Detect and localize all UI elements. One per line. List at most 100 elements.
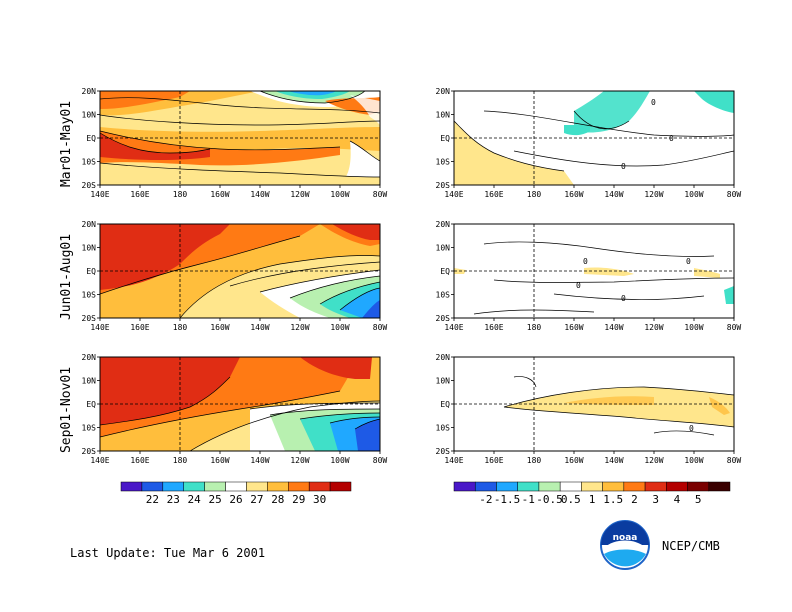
colorbar-label: 0.5 — [561, 493, 581, 506]
y-tick-label: 20S — [436, 181, 451, 190]
y-tick-label: 20S — [436, 447, 451, 456]
y-tick-label: 20N — [82, 353, 97, 362]
x-tick-label: 80W — [727, 456, 742, 465]
colorbar-swatch — [120, 481, 143, 492]
y-tick-label: EQ — [440, 400, 450, 409]
y-tick-label: 10S — [436, 158, 451, 167]
noaa-logo: noaa — [600, 520, 650, 570]
y-tick-label: EQ — [440, 267, 450, 276]
colorbar-label: 5 — [695, 493, 702, 506]
y-tick-label: 20S — [82, 447, 97, 456]
y-tick-label: 10N — [436, 244, 451, 253]
y-tick-label: 10N — [436, 377, 451, 386]
colorbar-swatch — [687, 481, 710, 492]
x-tick-label: 140W — [604, 456, 623, 465]
colorbar-swatch — [474, 481, 497, 492]
colorbar-swatch — [141, 481, 164, 492]
x-tick-label: 160E — [484, 190, 503, 199]
y-tick-label: 10S — [436, 424, 451, 433]
period-label: Jun01-Aug01 — [59, 234, 74, 320]
x-tick-label: 100W — [684, 456, 703, 465]
colorbar-label: 3 — [652, 493, 659, 506]
y-tick-label: 10S — [82, 158, 97, 167]
colorbar-swatch — [581, 481, 603, 492]
colorbar-label: 28 — [271, 493, 284, 506]
y-tick-label: 10S — [82, 291, 97, 300]
colorbar-swatch — [162, 481, 184, 492]
colorbar-label: -2 — [479, 493, 492, 506]
x-tick-label: 80W — [373, 323, 388, 332]
period-label: Sep01-Nov01 — [59, 367, 74, 453]
x-tick-label: 160W — [564, 323, 583, 332]
colorbar-label: 24 — [188, 493, 202, 506]
x-tick-label: 160W — [210, 456, 229, 465]
y-tick-label: 20N — [436, 353, 451, 362]
x-tick-label: 80W — [727, 190, 742, 199]
y-tick-label: 20S — [82, 181, 97, 190]
y-tick-label: 20N — [82, 87, 97, 96]
x-tick-label: 160W — [210, 190, 229, 199]
colorbar-label: 25 — [208, 493, 221, 506]
x-tick-label: 140W — [604, 323, 623, 332]
colorbar-swatch — [204, 481, 226, 492]
x-tick-label: 160W — [564, 456, 583, 465]
y-tick-label: 10N — [436, 111, 451, 120]
x-tick-label: 180 — [173, 323, 188, 332]
colorbar-label: 30 — [313, 493, 326, 506]
y-tick-label: EQ — [86, 267, 96, 276]
y-tick-label: 10S — [436, 291, 451, 300]
colorbar-swatch — [329, 481, 352, 492]
colorbar-swatch — [288, 481, 310, 492]
y-tick-label: 10N — [82, 244, 97, 253]
x-tick-label: 140E — [444, 456, 463, 465]
contour-label: 0 — [651, 98, 656, 107]
colorbar-swatch — [517, 481, 540, 492]
last-update-text: Last Update: Tue Mar 6 2001 — [70, 546, 266, 560]
sst-map-mar-may — [100, 91, 380, 185]
x-tick-label: 140E — [444, 323, 463, 332]
x-tick-label: 180 — [527, 456, 542, 465]
x-tick-label: 100W — [684, 323, 703, 332]
y-tick-label: 20S — [82, 314, 97, 323]
colorbar-swatch — [644, 481, 667, 492]
x-tick-label: 120W — [290, 190, 309, 199]
colorbar-swatch — [538, 481, 561, 492]
x-tick-label: 160W — [210, 323, 229, 332]
x-tick-label: 100W — [330, 190, 349, 199]
x-tick-label: 100W — [684, 190, 703, 199]
x-tick-label: 180 — [173, 190, 188, 199]
colorbar-swatch — [453, 481, 476, 492]
x-tick-label: 140W — [250, 456, 269, 465]
x-tick-label: 140W — [250, 190, 269, 199]
y-tick-label: 10S — [82, 424, 97, 433]
colorbar-swatch — [559, 481, 582, 492]
colorbar-label: 1.5 — [603, 493, 623, 506]
y-tick-label: EQ — [86, 134, 96, 143]
x-tick-label: 140E — [90, 323, 109, 332]
contour-label: 0 — [686, 257, 691, 266]
y-tick-label: 20N — [436, 87, 451, 96]
sst-colorbar: 22 23 24 25 26 27 28 29 30 — [120, 481, 352, 506]
x-tick-label: 160E — [130, 323, 149, 332]
x-tick-label: 140E — [90, 190, 109, 199]
contour-label: 0 — [583, 257, 588, 266]
x-tick-label: 120W — [290, 456, 309, 465]
x-tick-label: 180 — [527, 323, 542, 332]
x-tick-label: 160E — [130, 190, 149, 199]
y-tick-label: EQ — [86, 400, 96, 409]
colorbar-label: 4 — [674, 493, 681, 506]
contour-label: 0 — [669, 134, 674, 143]
credit-text: NCEP/CMB — [662, 539, 720, 553]
contour-label: 0 — [689, 424, 694, 433]
contour-label: 0 — [576, 281, 581, 290]
y-tick-label: 20N — [82, 220, 97, 229]
colorbar-label: 22 — [146, 493, 159, 506]
colorbar-swatch — [246, 481, 268, 492]
colorbar-swatch — [496, 481, 518, 492]
colorbar-swatch — [623, 481, 646, 492]
colorbar-swatch — [267, 481, 289, 492]
colorbar-label: 26 — [229, 493, 242, 506]
contour-label: 0 — [621, 294, 626, 303]
colorbar-label: 2 — [631, 493, 638, 506]
